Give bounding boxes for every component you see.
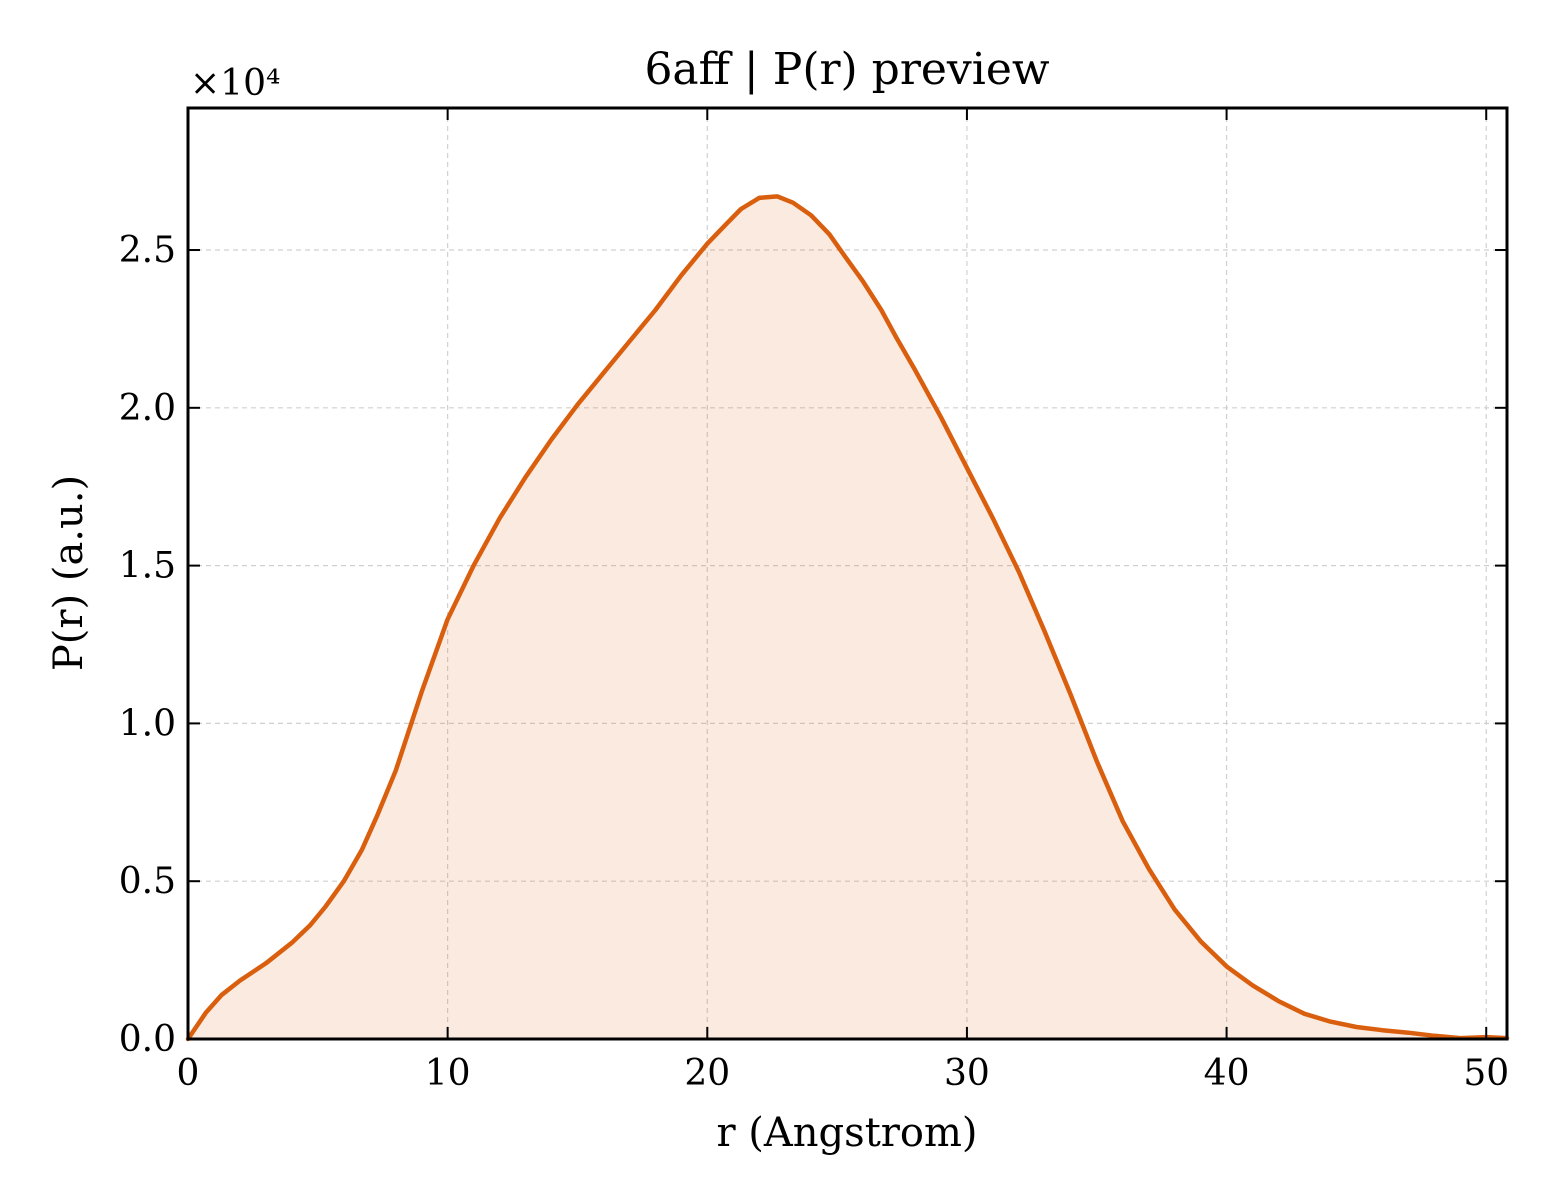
y-tick-label: 2.0 [119, 388, 176, 429]
y-tick-label: 2.5 [119, 230, 176, 271]
x-tick-label: 10 [425, 1053, 471, 1094]
y-tick-label: 1.5 [119, 546, 176, 587]
y-tick-label: 0.5 [119, 861, 176, 902]
chart-title: 6aff | P(r) preview [644, 44, 1049, 95]
pr-area-fill [188, 196, 1507, 1039]
y-tick-label: 1.0 [119, 703, 176, 744]
x-tick-label: 50 [1463, 1053, 1509, 1094]
grid-lines [188, 108, 1507, 1039]
pr-series-line [185, 194, 1510, 1042]
y-tick-labels: 0.0 0.5 1.0 1.5 2.0 2.5 [119, 230, 176, 1060]
x-tick-label: 40 [1204, 1053, 1250, 1094]
x-tick-label: 20 [684, 1053, 730, 1094]
plot-frame [186, 106, 1509, 1041]
x-axis-title: r (Angstrom) [716, 1110, 977, 1156]
x-tick-label: 0 [177, 1053, 200, 1094]
y-tick-label: 0.0 [119, 1019, 176, 1060]
y-axis-title: P(r) (a.u.) [46, 475, 92, 671]
x-tick-labels: 0 10 20 30 40 50 [177, 1053, 1510, 1094]
y-multiplier-label: ×10⁴ [190, 63, 280, 104]
x-tick-label: 30 [944, 1053, 990, 1094]
